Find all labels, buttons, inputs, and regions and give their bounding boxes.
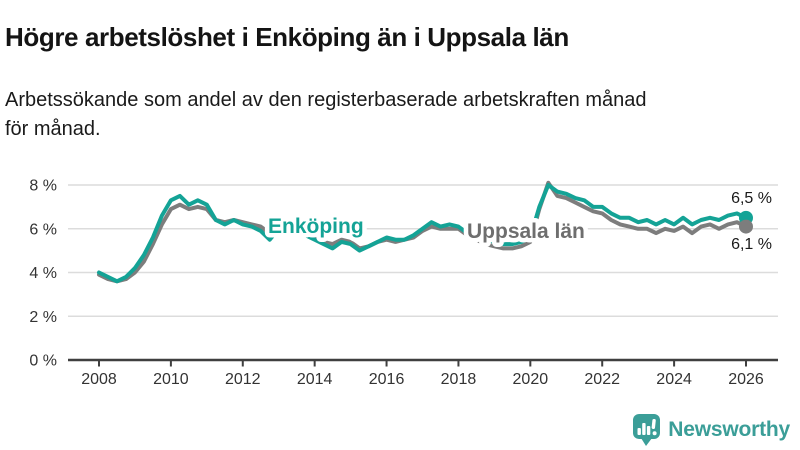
y-tick-label: 6 % [29,221,57,238]
x-tick-label: 2008 [81,371,117,388]
end-dot-uppsala-län [738,219,753,234]
x-tick-label: 2016 [369,371,405,388]
series-line-enköping [97,183,748,284]
x-tick-label: 2022 [584,371,620,388]
x-tick-label: 2014 [297,371,333,388]
y-tick-label: 2 % [29,309,57,326]
x-tick-label: 2018 [441,371,477,388]
end-value-label: 6,1 % [731,236,772,253]
newsworthy-logo[interactable]: Newsworthy [631,413,790,446]
x-tick-label: 2026 [728,371,764,388]
series-label-enköping: Enköping [268,215,364,238]
end-value-label: 6,5 % [731,190,772,207]
page-subtitle: Arbetssökande som andel av den registerb… [5,89,647,141]
newsworthy-wordmark: Newsworthy [668,417,790,441]
x-tick-label: 2012 [225,371,261,388]
x-tick-label: 2024 [656,371,692,388]
series-label-uppsala-län: Uppsala län [467,220,585,243]
x-tick-label: 2020 [513,371,549,388]
y-tick-label: 4 % [29,265,57,282]
y-tick-label: 0 % [29,353,57,370]
y-tick-label: 8 % [29,178,57,195]
page-title: Högre arbetslöshet i Enköping än i Uppsa… [5,22,569,53]
unemployment-line-chart: 8 % 6 % 4 % 2 % 0 % 2008 2010 2012 2014 2016 2018 2… [29,178,778,388]
x-tick-label: 2010 [153,371,189,388]
series-line-uppsala-län [97,180,748,284]
newsworthy-logo-icon [633,414,661,446]
